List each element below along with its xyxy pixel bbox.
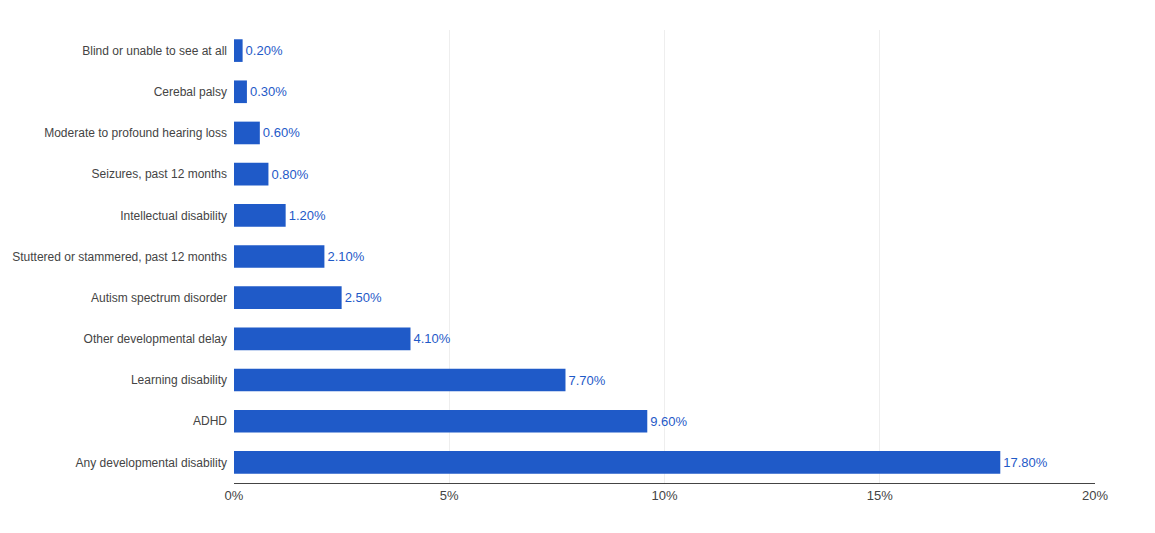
svg-text:15%: 15% xyxy=(867,488,893,503)
svg-text:Other developmental delay: Other developmental delay xyxy=(84,332,227,346)
svg-text:4.10%: 4.10% xyxy=(414,331,451,346)
svg-text:Any developmental disability: Any developmental disability xyxy=(76,456,227,470)
svg-text:2.50%: 2.50% xyxy=(345,290,382,305)
svg-text:Autism spectrum disorder: Autism spectrum disorder xyxy=(91,291,227,305)
svg-text:0.60%: 0.60% xyxy=(263,125,300,140)
svg-text:0.80%: 0.80% xyxy=(271,167,308,182)
svg-text:Blind or unable to see at all: Blind or unable to see at all xyxy=(82,44,227,58)
svg-text:17.80%: 17.80% xyxy=(1003,455,1048,470)
svg-text:Stuttered or stammered, past 1: Stuttered or stammered, past 12 months xyxy=(12,250,227,264)
svg-text:Moderate to profound hearing l: Moderate to profound hearing loss xyxy=(44,126,227,140)
svg-text:7.70%: 7.70% xyxy=(568,373,605,388)
svg-text:5%: 5% xyxy=(440,488,459,503)
svg-text:Intellectual disability: Intellectual disability xyxy=(120,209,227,223)
svg-text:0.20%: 0.20% xyxy=(246,43,283,58)
svg-text:Cerebal palsy: Cerebal palsy xyxy=(154,85,227,99)
svg-text:20%: 20% xyxy=(1082,488,1108,503)
svg-text:9.60%: 9.60% xyxy=(650,414,687,429)
svg-text:2.10%: 2.10% xyxy=(327,249,364,264)
svg-text:10%: 10% xyxy=(651,488,677,503)
svg-text:ADHD: ADHD xyxy=(193,414,227,428)
svg-text:0%: 0% xyxy=(225,488,244,503)
svg-text:0.30%: 0.30% xyxy=(250,84,287,99)
svg-text:Seizures, past 12 months: Seizures, past 12 months xyxy=(92,167,227,181)
svg-text:Learning disability: Learning disability xyxy=(131,373,227,387)
svg-text:1.20%: 1.20% xyxy=(289,208,326,223)
